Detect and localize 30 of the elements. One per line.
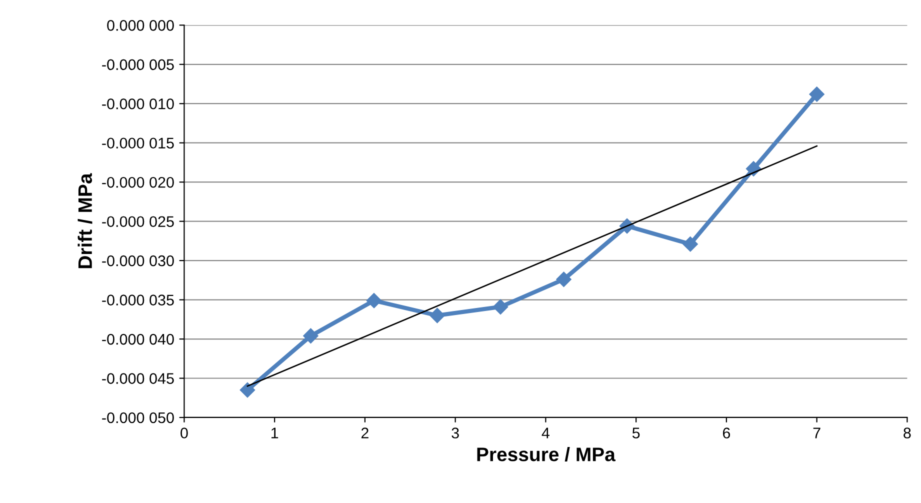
y-tick-label: 0.000 000 — [107, 20, 174, 31]
x-tick-label: 1 — [271, 428, 278, 438]
y-tick-label: -0.000 040 — [102, 334, 174, 345]
point — [366, 293, 382, 308]
point — [556, 272, 572, 287]
x-tick-label: 4 — [542, 428, 550, 438]
x-tick-label: 7 — [813, 428, 820, 438]
x-tick-label: 5 — [632, 428, 640, 438]
point — [303, 328, 318, 344]
point — [492, 299, 508, 314]
point — [682, 236, 698, 252]
y-tick-label: -0.000 030 — [102, 255, 174, 266]
y-tick-label: -0.000 050 — [102, 412, 174, 424]
y-tick-label: -0.000 015 — [102, 138, 174, 149]
y-axis-title: Drift / MPa — [78, 173, 92, 268]
x-tick-label: 3 — [452, 428, 459, 438]
y-tick-label: -0.000 010 — [102, 98, 174, 110]
point — [240, 382, 256, 398]
x-tick-label: 2 — [361, 428, 368, 438]
point — [809, 86, 824, 102]
point — [430, 308, 445, 324]
x-tick-label: 0 — [180, 428, 188, 438]
y-tick-label: -0.000 035 — [102, 294, 174, 306]
y-tick-label: -0.000 025 — [102, 216, 174, 228]
y-tick-label: -0.000 045 — [102, 373, 174, 384]
y-tick-label: -0.000 020 — [102, 176, 174, 188]
x-axis-title: Pressure / MPa — [477, 447, 616, 462]
x-tick-label: 6 — [722, 428, 730, 438]
y-tick-label: -0.000 005 — [102, 59, 174, 70]
x-tick-label: 8 — [904, 428, 911, 438]
